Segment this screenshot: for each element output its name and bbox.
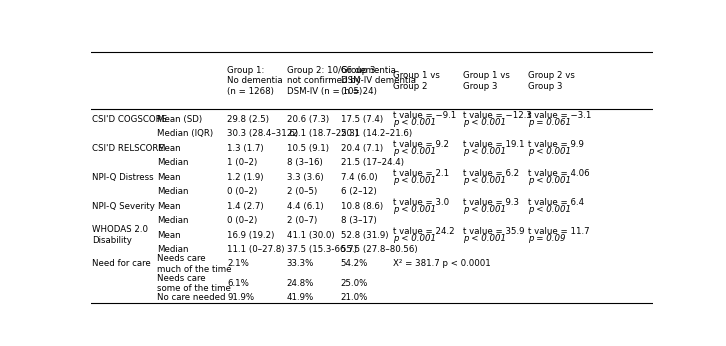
Text: WHODAS 2.0
Disability: WHODAS 2.0 Disability	[92, 225, 148, 245]
Text: No care needed: No care needed	[157, 293, 226, 302]
Text: CSI'D COGSCORE: CSI'D COGSCORE	[92, 115, 167, 124]
Text: p < 0.001: p < 0.001	[529, 205, 571, 214]
Text: 30.3 (28.4–31.6): 30.3 (28.4–31.6)	[227, 129, 298, 138]
Text: NPI-Q Distress: NPI-Q Distress	[92, 173, 153, 182]
Text: 17.5 (7.4): 17.5 (7.4)	[340, 115, 383, 124]
Text: p < 0.001: p < 0.001	[463, 118, 506, 127]
Text: t value = −9.1: t value = −9.1	[393, 111, 457, 120]
Text: p < 0.001: p < 0.001	[529, 176, 571, 185]
Text: 7.4 (6.0): 7.4 (6.0)	[340, 173, 378, 182]
Text: t value = 24.2: t value = 24.2	[393, 227, 455, 236]
Text: 1.4 (2.7): 1.4 (2.7)	[227, 201, 264, 210]
Text: Mean: Mean	[157, 201, 181, 210]
Text: Need for care: Need for care	[92, 260, 150, 268]
Text: p < 0.001: p < 0.001	[463, 205, 506, 214]
Text: 0 (0–2): 0 (0–2)	[227, 187, 258, 196]
Text: 20.1 (14.2–21.6): 20.1 (14.2–21.6)	[340, 129, 412, 138]
Text: 8 (3–16): 8 (3–16)	[287, 158, 322, 167]
Text: 3.3 (3.6): 3.3 (3.6)	[287, 173, 323, 182]
Text: 1 (0–2): 1 (0–2)	[227, 158, 258, 167]
Text: 29.8 (2.5): 29.8 (2.5)	[227, 115, 269, 124]
Text: Group 2 vs
Group 3: Group 2 vs Group 3	[529, 71, 576, 91]
Text: p = 0.061: p = 0.061	[529, 118, 571, 127]
Text: 16.9 (19.2): 16.9 (19.2)	[227, 230, 275, 239]
Text: 21.5 (17–24.4): 21.5 (17–24.4)	[340, 158, 404, 167]
Text: t value = 2.1: t value = 2.1	[393, 169, 449, 178]
Text: 24.8%: 24.8%	[287, 279, 314, 288]
Text: 41.1 (30.0): 41.1 (30.0)	[287, 230, 334, 239]
Text: Median: Median	[157, 158, 189, 167]
Text: Needs care
some of the time: Needs care some of the time	[157, 274, 231, 293]
Text: p < 0.001: p < 0.001	[463, 234, 506, 243]
Text: 21.0%: 21.0%	[340, 293, 368, 302]
Text: t value = 4.06: t value = 4.06	[529, 169, 590, 178]
Text: 41.9%: 41.9%	[287, 293, 314, 302]
Text: 22.1 (18.7–25.3): 22.1 (18.7–25.3)	[287, 129, 358, 138]
Text: p < 0.001: p < 0.001	[463, 176, 506, 185]
Text: 20.4 (7.1): 20.4 (7.1)	[340, 144, 383, 153]
Text: Median (IQR): Median (IQR)	[157, 129, 213, 138]
Text: p < 0.001: p < 0.001	[393, 176, 436, 185]
Text: 2 (0–7): 2 (0–7)	[287, 216, 317, 225]
Text: t value = 6.2: t value = 6.2	[463, 169, 519, 178]
Text: p < 0.001: p < 0.001	[529, 147, 571, 156]
Text: p = 0.09: p = 0.09	[529, 234, 566, 243]
Text: 10.8 (8.6): 10.8 (8.6)	[340, 201, 383, 210]
Text: p < 0.001: p < 0.001	[393, 205, 436, 214]
Text: 6 (2–12): 6 (2–12)	[340, 187, 376, 196]
Text: 4.4 (6.1): 4.4 (6.1)	[287, 201, 323, 210]
Text: Median: Median	[157, 187, 189, 196]
Text: t value = 11.7: t value = 11.7	[529, 227, 590, 236]
Text: Group 1 vs
Group 2: Group 1 vs Group 2	[393, 71, 441, 91]
Text: t value = 9.9: t value = 9.9	[529, 140, 584, 149]
Text: 6.1%: 6.1%	[227, 279, 249, 288]
Text: 1.2 (1.9): 1.2 (1.9)	[227, 173, 264, 182]
Text: t value = 9.2: t value = 9.2	[393, 140, 449, 149]
Text: 54.2%: 54.2%	[340, 260, 368, 268]
Text: Group 2: 10/66 dementia
not confirmed by
DSM-IV (n = 105): Group 2: 10/66 dementia not confirmed by…	[287, 66, 396, 96]
Text: 25.0%: 25.0%	[340, 279, 368, 288]
Text: Group 1:
No dementia
(n = 1268): Group 1: No dementia (n = 1268)	[227, 66, 283, 96]
Text: Median: Median	[157, 245, 189, 254]
Text: t value = 19.1: t value = 19.1	[463, 140, 525, 149]
Text: 2.1%: 2.1%	[227, 260, 249, 268]
Text: t value = 3.0: t value = 3.0	[393, 198, 449, 207]
Text: 20.6 (7.3): 20.6 (7.3)	[287, 115, 329, 124]
Text: p < 0.001: p < 0.001	[393, 147, 436, 156]
Text: 11.1 (0–27.8): 11.1 (0–27.8)	[227, 245, 285, 254]
Text: 37.5 (15.3-66.7): 37.5 (15.3-66.7)	[287, 245, 356, 254]
Text: 2 (0–5): 2 (0–5)	[287, 187, 317, 196]
Text: X² = 381.7 p < 0.0001: X² = 381.7 p < 0.0001	[393, 260, 492, 268]
Text: p < 0.001: p < 0.001	[393, 234, 436, 243]
Text: t value = 6.4: t value = 6.4	[529, 198, 584, 207]
Text: t value = −3.1: t value = −3.1	[529, 111, 592, 120]
Text: 33.3%: 33.3%	[287, 260, 314, 268]
Text: Median: Median	[157, 216, 189, 225]
Text: Needs care
much of the time: Needs care much of the time	[157, 254, 232, 274]
Text: 10.5 (9.1): 10.5 (9.1)	[287, 144, 329, 153]
Text: Mean (SD): Mean (SD)	[157, 115, 203, 124]
Text: 91.9%: 91.9%	[227, 293, 255, 302]
Text: Mean: Mean	[157, 173, 181, 182]
Text: p < 0.001: p < 0.001	[463, 147, 506, 156]
Text: Mean: Mean	[157, 144, 181, 153]
Text: CSI'D RELSCORE: CSI'D RELSCORE	[92, 144, 164, 153]
Text: 52.8 (31.9): 52.8 (31.9)	[340, 230, 388, 239]
Text: 8 (3–17): 8 (3–17)	[340, 216, 376, 225]
Text: Mean: Mean	[157, 230, 181, 239]
Text: 0 (0–2): 0 (0–2)	[227, 216, 258, 225]
Text: 55.5 (27.8–80.56): 55.5 (27.8–80.56)	[340, 245, 417, 254]
Text: Group 1 vs
Group 3: Group 1 vs Group 3	[463, 71, 510, 91]
Text: Group 3:
DSM-IV dementia
(n = 24): Group 3: DSM-IV dementia (n = 24)	[340, 66, 415, 96]
Text: NPI-Q Severity: NPI-Q Severity	[92, 201, 155, 210]
Text: t value = 35.9: t value = 35.9	[463, 227, 525, 236]
Text: t value = 9.3: t value = 9.3	[463, 198, 519, 207]
Text: t value = −12.3: t value = −12.3	[463, 111, 532, 120]
Text: 1.3 (1.7): 1.3 (1.7)	[227, 144, 264, 153]
Text: p < 0.001: p < 0.001	[393, 118, 436, 127]
